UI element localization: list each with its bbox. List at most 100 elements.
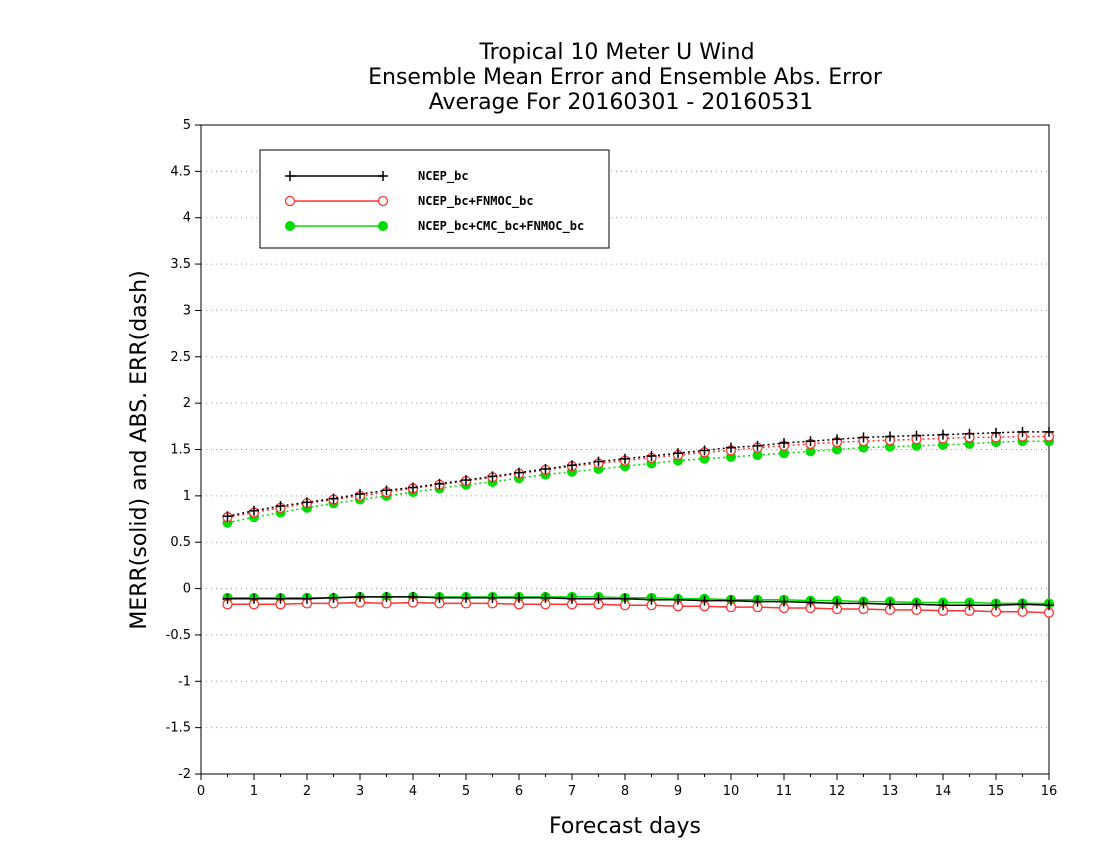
merr-point <box>461 592 471 603</box>
abs-err-point <box>381 485 392 496</box>
x-tick-label: 5 <box>462 784 470 799</box>
x-tick-label: 7 <box>568 784 576 799</box>
abs-err-point <box>567 460 577 471</box>
x-tick-label: 16 <box>1041 784 1058 799</box>
legend-entry-ncep-bc-cmc-bc-fnmoc-bc: NCEP_bc+CMC_bc+FNMOC_bc <box>285 219 584 234</box>
merr-point <box>646 594 657 605</box>
y-axis: -2 -1.5 -1 -0.5 0 0.5 1 1.5 2 2.5 3 3.5 4 4.5 5 <box>166 118 201 782</box>
abs-err-point <box>832 434 842 445</box>
merr-point <box>355 591 365 602</box>
legend-marker <box>378 171 388 181</box>
legend-marker <box>285 221 295 231</box>
merr-point <box>673 594 683 605</box>
abs-err-point <box>222 511 233 522</box>
legend-box <box>259 149 610 249</box>
merr-point <box>514 592 524 603</box>
x-tick-label: 11 <box>776 784 793 799</box>
abs-err-point <box>699 445 710 456</box>
abs-err-point <box>885 431 895 442</box>
abs-err-point <box>328 493 339 504</box>
merr-point <box>885 599 895 610</box>
x-tick-label: 10 <box>723 784 740 799</box>
merr-point <box>832 598 842 609</box>
x-tick-label: 15 <box>988 784 1005 799</box>
series-ncep-bc <box>222 426 1054 611</box>
abs-err-point <box>434 478 445 489</box>
abs-err-point <box>779 438 789 449</box>
legend-entry-ncep-bc-fnmoc-bc: NCEP_bc+FNMOC_bc <box>284 194 534 209</box>
x-tick-label: 9 <box>674 784 682 799</box>
merr-point <box>275 593 286 604</box>
merr-point <box>593 593 604 604</box>
x-tick-label: 14 <box>935 784 952 799</box>
chart-title: Tropical 10 Meter U Wind Ensemble Mean E… <box>368 40 883 115</box>
title-line-3: Average For 20160301 - 20160531 <box>429 90 814 115</box>
x-axis: 0 1 2 3 4 5 6 7 8 9 10 11 12 13 14 15 16 <box>197 774 1057 799</box>
merr-point <box>779 596 789 607</box>
merr-point <box>752 596 763 607</box>
merr-point <box>567 593 577 604</box>
legend-marker <box>377 195 389 207</box>
y-tick-label: -2 <box>178 767 191 782</box>
abs-err-point <box>514 467 524 478</box>
abs-err-point <box>673 448 683 459</box>
abs-err-point <box>461 475 471 486</box>
merr-point <box>726 595 736 606</box>
series-ncep-bc-fnmoc-bc <box>222 431 1055 618</box>
merr-point <box>302 593 312 604</box>
y-tick-label: 0.5 <box>170 535 191 550</box>
abs-err-point <box>249 505 259 516</box>
merr-point <box>699 595 710 606</box>
merr-point <box>540 592 551 603</box>
abs-err-point <box>487 471 498 482</box>
x-tick-label: 1 <box>250 784 258 799</box>
series-layer <box>222 426 1055 618</box>
abs-err-point <box>1017 426 1028 437</box>
merr-point <box>1017 599 1028 610</box>
abs-err-point <box>938 429 948 440</box>
merr-point <box>1044 600 1054 611</box>
legend-label: NCEP_bc+FNMOC_bc <box>418 194 534 209</box>
y-tick-label: 0 <box>183 582 191 597</box>
legend-label: NCEP_bc <box>418 169 469 184</box>
abs-err-point <box>1044 426 1054 437</box>
y-tick-label: 2 <box>183 396 191 411</box>
legend-label: NCEP_bc+CMC_bc+FNMOC_bc <box>418 219 584 234</box>
x-tick-label: 8 <box>621 784 629 799</box>
abs-err-point <box>911 430 922 441</box>
abs-err-point <box>726 442 736 453</box>
y-tick-label: 3.5 <box>170 257 191 272</box>
merr-point <box>408 591 418 602</box>
abs-err-point <box>540 463 551 474</box>
x-tick-label: 4 <box>409 784 417 799</box>
series-ncep-bc-cmc-bc-fnmoc-bc <box>222 436 1054 609</box>
title-line-1: Tropical 10 Meter U Wind <box>478 40 754 65</box>
legend: NCEP_bc NCEP_bc+FNMOC_bc NCEP_bc+CMC_bc+FN… <box>259 149 610 249</box>
abs-err-point <box>991 427 1001 438</box>
merr-point <box>434 592 445 603</box>
x-tick-label: 13 <box>882 784 899 799</box>
merr-point <box>249 593 259 604</box>
legend-marker <box>378 221 388 231</box>
y-axis-label: MERR(solid) and ABS. ERR(dash) <box>127 270 152 629</box>
abs-err-point <box>593 456 604 467</box>
abs-err-point <box>964 428 975 439</box>
abs-err-point <box>355 489 365 500</box>
abs-err-point <box>752 440 763 451</box>
abs-err-point <box>302 497 312 508</box>
y-tick-label: 1.5 <box>170 443 191 458</box>
merr-point <box>805 597 816 608</box>
y-tick-label: 2.5 <box>170 350 191 365</box>
x-axis-label: Forecast days <box>549 814 701 839</box>
x-tick-label: 6 <box>515 784 523 799</box>
merr-point <box>858 598 869 609</box>
y-tick-label: -1 <box>178 674 191 689</box>
grid-lines <box>201 170 1049 729</box>
x-tick-label: 2 <box>303 784 311 799</box>
abs-err-point <box>805 436 816 447</box>
abs-err-point <box>646 450 657 461</box>
y-tick-label: 1 <box>183 489 191 504</box>
abs-err-point <box>408 482 418 493</box>
y-tick-label: 4 <box>183 211 191 226</box>
